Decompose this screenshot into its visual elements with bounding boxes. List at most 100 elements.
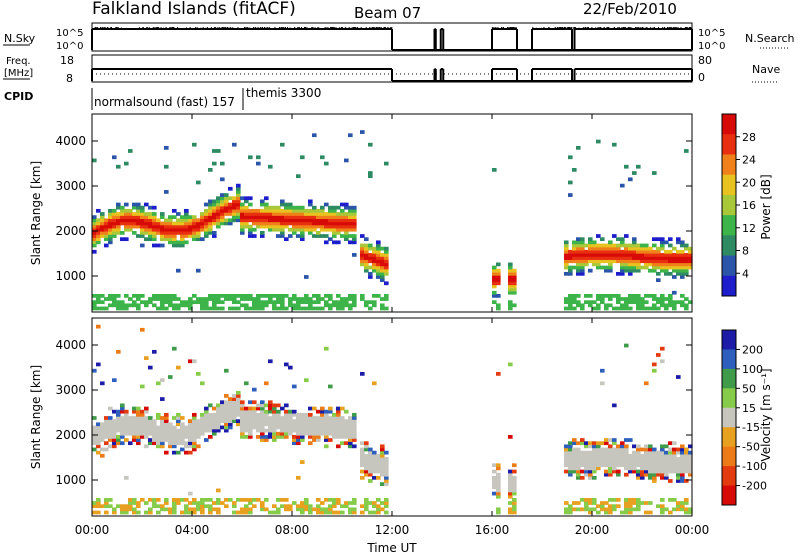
heat-cell: [204, 504, 209, 509]
heat-cell: [144, 435, 149, 439]
heat-cell: [564, 271, 569, 276]
heat-cell: [344, 501, 349, 505]
heat-cell: [176, 419, 181, 423]
heat-cell: [672, 306, 677, 311]
heat-cell: [212, 161, 217, 166]
heat-cell: [140, 425, 145, 430]
heat-cell: [308, 428, 313, 433]
heat-cell: [204, 428, 209, 433]
heat-cell: [616, 253, 621, 257]
heat-cell: [144, 444, 149, 449]
heat-cell: [292, 221, 297, 226]
heat-cell: [364, 259, 369, 264]
heat-cell: [248, 218, 253, 223]
heat-cell: [208, 416, 213, 420]
heat-cell: [300, 227, 305, 232]
heat-cell: [116, 164, 121, 169]
heat-cell: [332, 208, 337, 213]
heat-cell: [112, 212, 117, 216]
heat-cell: [608, 498, 613, 502]
heat-cell: [312, 435, 317, 439]
heat-cell: [612, 441, 617, 446]
heat-cell: [600, 460, 605, 464]
heat-cell: [240, 297, 245, 301]
heat-cell: [304, 275, 309, 279]
heat-cell: [312, 422, 317, 427]
y-tick-label: 3000: [55, 383, 86, 397]
heat-cell: [384, 504, 389, 509]
heat-cell: [652, 303, 657, 308]
heat-cell: [384, 256, 389, 260]
heat-cell: [140, 498, 145, 502]
heat-cell: [512, 510, 517, 515]
heat-cell: [208, 199, 213, 204]
heat-cell: [156, 438, 161, 442]
heat-cell: [668, 450, 673, 455]
heat-cell: [608, 447, 613, 452]
heat-cell: [620, 271, 625, 276]
heat-cell: [200, 297, 205, 301]
heat-cell: [496, 466, 501, 471]
heat-cell: [628, 504, 633, 509]
heat-cell: [344, 221, 349, 226]
heat-cell: [108, 422, 113, 427]
heat-cell: [352, 300, 357, 305]
heat-cell: [312, 208, 317, 213]
colorbar-tick-label: 12: [742, 222, 756, 235]
heat-cell: [240, 196, 245, 201]
heat-cell: [340, 218, 345, 223]
nsky-panel: N.Sky 10^5 10^0 10^5 10^0 N.Search: [3, 22, 795, 52]
heat-cell: [112, 303, 117, 308]
heat-cell: [648, 249, 653, 254]
heat-cell: [156, 416, 161, 420]
heat-cell: [160, 425, 165, 430]
heat-cell: [276, 212, 281, 216]
heat-cell: [152, 234, 157, 238]
heat-cell: [136, 412, 141, 417]
heat-cell: [604, 450, 609, 455]
heat-cell: [672, 290, 677, 295]
heat-cell: [196, 234, 201, 238]
heat-cell: [508, 278, 513, 282]
heat-cell: [688, 262, 693, 267]
heat-cell: [208, 422, 213, 427]
heat-cell: [672, 441, 677, 446]
heat-cell: [576, 463, 581, 468]
heat-cell: [128, 297, 133, 301]
heat-cell: [276, 234, 281, 238]
heat-cell: [228, 425, 233, 430]
heat-cell: [576, 253, 581, 257]
heat-cell: [256, 306, 261, 311]
heat-cell: [496, 482, 501, 486]
heat-cell: [628, 300, 633, 305]
heat-cell: [568, 268, 573, 273]
heat-cell: [576, 243, 581, 248]
heat-cell: [572, 259, 577, 264]
heat-cell: [668, 469, 673, 474]
heat-cell: [352, 412, 357, 417]
heat-cell: [116, 422, 121, 427]
heat-cell: [132, 221, 137, 226]
heat-cell: [568, 447, 573, 452]
heat-cell: [192, 300, 197, 305]
heat-cell: [668, 303, 673, 308]
heat-cell: [248, 422, 253, 427]
heat-cell: [240, 409, 245, 414]
heat-cell: [640, 297, 645, 301]
heat-cell: [624, 504, 629, 509]
power-colorbar-label: Power [dB]: [759, 174, 773, 239]
heat-cell: [628, 268, 633, 273]
heat-cell: [612, 259, 617, 264]
heat-cell: [380, 306, 385, 311]
heat-cell: [608, 457, 613, 461]
heat-cell: [588, 498, 593, 502]
heat-cell: [160, 397, 165, 401]
heat-cell: [588, 253, 593, 257]
heat-cell: [104, 419, 109, 423]
heat-cell: [184, 450, 189, 455]
heat-cell: [332, 221, 337, 226]
heat-cell: [620, 262, 625, 267]
y-tick-label: 3000: [55, 179, 86, 193]
heat-cell: [364, 469, 369, 474]
heat-cell: [120, 425, 125, 430]
